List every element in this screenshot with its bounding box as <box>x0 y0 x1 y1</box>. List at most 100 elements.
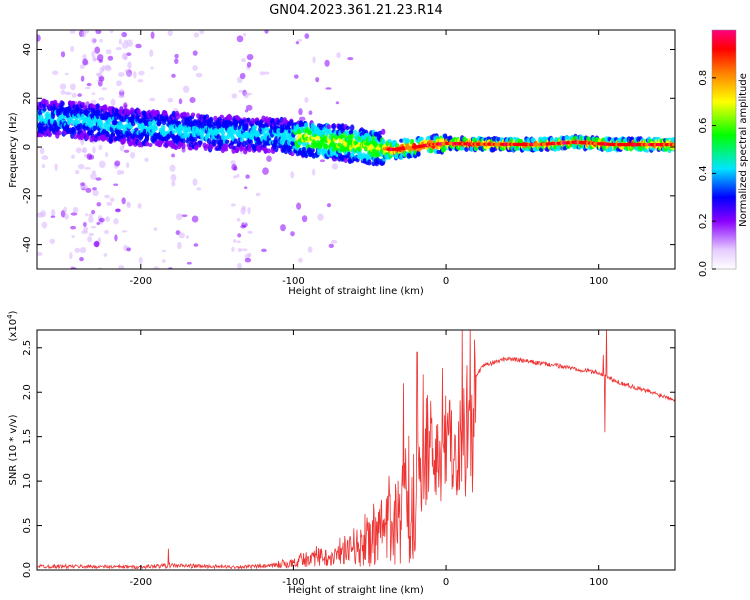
spectrogram-noise-blob <box>79 247 87 254</box>
spectrogram-x-tick-label: 0 <box>443 276 449 287</box>
spectrogram-ridge-blob <box>346 151 352 159</box>
spectrogram-noise-blob <box>41 221 48 229</box>
spectrogram-noise-blob <box>106 201 113 206</box>
spectrogram-noise-blob <box>125 162 130 168</box>
spectrogram-noise-blob <box>83 222 87 227</box>
spectrogram-noise-blob <box>280 197 287 202</box>
spectrogram-noise-blob <box>290 231 295 237</box>
spectrogram-noise-blob <box>124 69 129 73</box>
spectrogram-x-tick-label: -100 <box>282 276 305 287</box>
spectrogram-noise-blob <box>98 97 105 101</box>
spectrogram-noise-blob <box>244 186 248 190</box>
snr-x-tick-label: 0 <box>443 577 449 588</box>
spectrogram-noise-blob <box>126 202 132 209</box>
spectrogram-noise-blob <box>192 178 198 186</box>
spectrogram-ridge-blob <box>215 129 220 135</box>
spectrogram-noise-blob <box>83 226 89 232</box>
spectrogram-noise-blob <box>167 97 174 103</box>
spectrogram-noise-blob <box>178 98 183 105</box>
spectrogram-noise-blob <box>82 58 89 66</box>
colorbar-tick-label: 0.6 <box>698 118 709 134</box>
spectrogram-noise-blob <box>315 76 320 83</box>
spectrogram-noise-blob <box>95 177 102 181</box>
spectrogram-noise-blob <box>93 201 98 205</box>
spectrogram-noise-blob <box>121 197 126 205</box>
spectrogram-noise-blob <box>304 97 309 103</box>
spectrogram-noise-blob <box>245 104 253 111</box>
spectrogram-ridge-blob <box>357 146 362 152</box>
spectrogram-noise-blob <box>71 92 77 98</box>
snr-x-tick-label: 100 <box>589 577 608 588</box>
spectrogram-ridge-blob <box>60 101 65 107</box>
colorbar-tick-label: 0.0 <box>698 261 709 277</box>
spectrogram-ridge-blob <box>198 140 203 146</box>
spectrogram-noise-blob <box>122 77 127 83</box>
spectrogram-noise-blob <box>116 169 122 176</box>
spectrogram-ridge-blob <box>223 147 229 152</box>
spectrogram-ridge-blob <box>161 119 167 126</box>
spectrogram-noise-blob <box>138 70 145 76</box>
snr-y-tick-label: 2.0 <box>22 384 33 400</box>
spectrogram-noise-blob <box>121 41 129 49</box>
spectrogram-noise-blob <box>80 75 85 82</box>
spectrogram-noise-blob <box>240 224 247 229</box>
spectrogram-noise-blob <box>298 257 303 263</box>
spectrogram-ridge-blob <box>181 142 186 150</box>
spectrogram-noise-blob <box>324 59 330 67</box>
spectrogram-ridge-blob <box>239 137 245 142</box>
spectrogram-noise-blob <box>171 73 176 78</box>
spectrogram-noise-blob <box>121 230 128 233</box>
spectrogram-x-tick-label: 100 <box>589 276 608 287</box>
spectrogram-noise-blob <box>123 102 128 109</box>
spectrogram-noise-blob <box>328 243 335 248</box>
spectrogram-noise-blob <box>41 163 46 169</box>
spectrogram-noise-blob <box>70 225 77 230</box>
snr-y-tick-label: 0.0 <box>22 562 33 578</box>
spectrogram-ridge-blob <box>381 138 386 145</box>
spectrogram-ridge-blob <box>337 142 342 147</box>
spectrogram-noise-blob <box>236 35 244 43</box>
spectrogram-ridge-blob <box>57 130 62 136</box>
spectrogram-noise-blob <box>298 116 306 122</box>
spectrogram-ridge-blob <box>223 142 229 149</box>
spectrogram-noise-blob <box>298 108 303 116</box>
spectrogram-noise-blob <box>83 185 89 189</box>
spectrogram-ridge-blob <box>220 129 226 136</box>
spectrogram-y-ticks: -40 -20 0 20 40 <box>22 43 675 253</box>
spectrogram-noise-blob <box>39 147 45 155</box>
spectrogram-noise-blob <box>98 76 105 82</box>
spectrogram-noise-blob <box>195 72 203 78</box>
spectrogram-noise-blob <box>69 83 76 91</box>
spectrogram-noise-blob <box>199 30 205 35</box>
spectrogram-ridge-blob <box>131 121 136 127</box>
spectrogram-noise-blob <box>230 203 236 207</box>
spectrogram-noise-blob <box>237 247 243 253</box>
spectrogram-y-tick-label: 20 <box>22 92 33 105</box>
spectrogram-noise-blob <box>114 234 118 242</box>
spectrogram-ridge-blob <box>148 121 153 126</box>
spectrogram-noise-blob <box>103 253 108 257</box>
spectrogram-noise-blob <box>71 235 75 238</box>
spectrogram-noise-blob <box>82 54 87 60</box>
spectrogram-noise-blob <box>70 45 75 52</box>
spectrogram-noise-blob <box>90 173 97 180</box>
spectrogram-noise-blob <box>233 239 237 243</box>
spectrogram-noise-blob <box>196 187 202 191</box>
spectrogram-noise-blob <box>60 51 66 58</box>
spectrogram-noise-blob <box>77 163 85 170</box>
spectrogram-noise-blob <box>104 229 109 235</box>
spectrogram-noise-blob <box>186 261 192 265</box>
spectrogram-noise-blob <box>85 213 89 217</box>
spectrogram-ridge-blob <box>244 124 249 132</box>
spectrogram-noise-blob <box>133 71 137 79</box>
spectrogram-noise-blob <box>181 214 188 218</box>
spectrogram-noise-blob <box>189 96 196 104</box>
spectrogram-noise-blob <box>121 31 128 38</box>
snr-x-label: Height of straight line (km) <box>288 585 424 596</box>
spectrogram-noise-blob <box>94 46 101 54</box>
spectrogram-noise-blob <box>241 248 248 251</box>
spectrogram-noise-blob <box>80 64 85 69</box>
spectrogram-noise-blob <box>237 262 242 269</box>
spectrogram-noise-blob <box>131 54 138 61</box>
spectrogram-noise-blob <box>92 189 99 197</box>
